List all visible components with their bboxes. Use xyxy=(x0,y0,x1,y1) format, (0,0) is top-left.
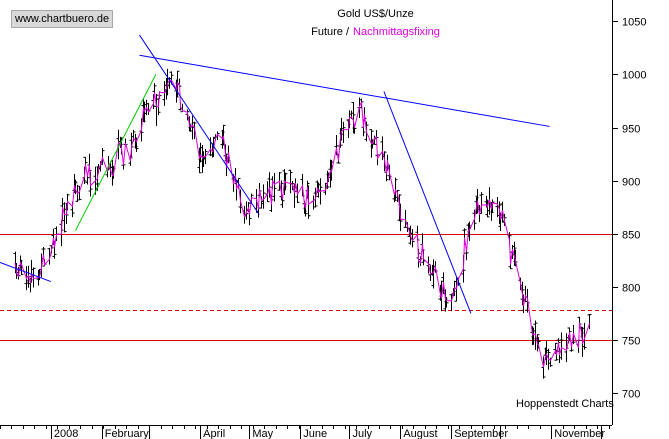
y-tick-label: 1050 xyxy=(622,17,646,29)
site-watermark: www.chartbuero.de xyxy=(11,10,114,28)
trend-line xyxy=(383,91,472,314)
x-tick-label: February xyxy=(105,428,150,439)
y-tick-label: 850 xyxy=(622,230,640,242)
x-tick-label: May xyxy=(252,428,273,439)
legend-future: Future / xyxy=(311,26,350,38)
chart-title: Gold US$/Unze xyxy=(337,8,414,20)
x-tick-label: June xyxy=(303,428,327,439)
x-tick-label: 2008 xyxy=(54,428,78,439)
x-tick-label: September xyxy=(454,428,508,439)
y-tick-label: 900 xyxy=(622,177,640,189)
chart-credit: Hoppenstedt Charts xyxy=(516,398,614,410)
x-tick-label: July xyxy=(352,428,372,439)
y-tick-label: 950 xyxy=(622,124,640,136)
trend-line xyxy=(75,74,157,231)
fixing-line xyxy=(15,79,590,368)
x-tick-label: April xyxy=(203,428,225,439)
trend-line xyxy=(139,34,260,215)
x-tick-label: August xyxy=(403,428,437,439)
x-tick-label: November xyxy=(554,428,605,439)
legend-fixing: Nachmittagsfixing xyxy=(353,26,440,38)
legend: Future / Nachmittagsfixing xyxy=(41,26,669,38)
trend-line xyxy=(0,261,52,283)
trend-line xyxy=(139,54,550,127)
y-tick-label: 800 xyxy=(622,283,640,295)
y-tick-label: 1000 xyxy=(622,70,646,82)
y-tick-label: 750 xyxy=(622,336,640,348)
y-tick-label: 700 xyxy=(622,389,640,401)
